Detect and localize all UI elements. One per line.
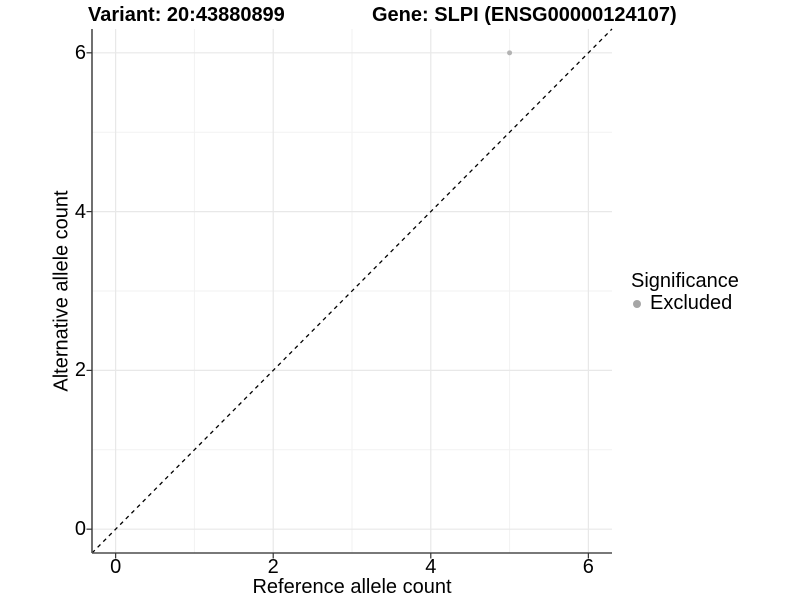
y-axis-title: Alternative allele count bbox=[50, 190, 73, 392]
x-axis-title: Reference allele count bbox=[252, 576, 452, 598]
x-tick-label: 0 bbox=[110, 556, 122, 578]
identity-dashed-line bbox=[91, 28, 613, 554]
plot-panel bbox=[86, 28, 613, 559]
x-tick-label: 6 bbox=[582, 556, 594, 578]
y-tick-label: 6 bbox=[74, 41, 86, 64]
y-tick-label: 0 bbox=[74, 518, 86, 541]
gene-title: Gene: SLPI (ENSG00000124107) bbox=[372, 4, 677, 26]
excluded-dot-icon bbox=[633, 299, 641, 308]
legend-item-label: Excluded bbox=[650, 292, 733, 314]
y-tick-label: 4 bbox=[74, 200, 86, 223]
x-tick-label: 4 bbox=[425, 556, 437, 578]
variant-title: Variant: 20:43880899 bbox=[88, 4, 285, 26]
legend: Significance Excluded bbox=[631, 271, 739, 314]
legend-title: Significance bbox=[631, 270, 739, 292]
data-point bbox=[507, 50, 513, 56]
legend-item-excluded: Excluded bbox=[631, 293, 739, 314]
x-tick-label: 2 bbox=[267, 556, 279, 578]
y-tick-label: 2 bbox=[74, 359, 86, 382]
